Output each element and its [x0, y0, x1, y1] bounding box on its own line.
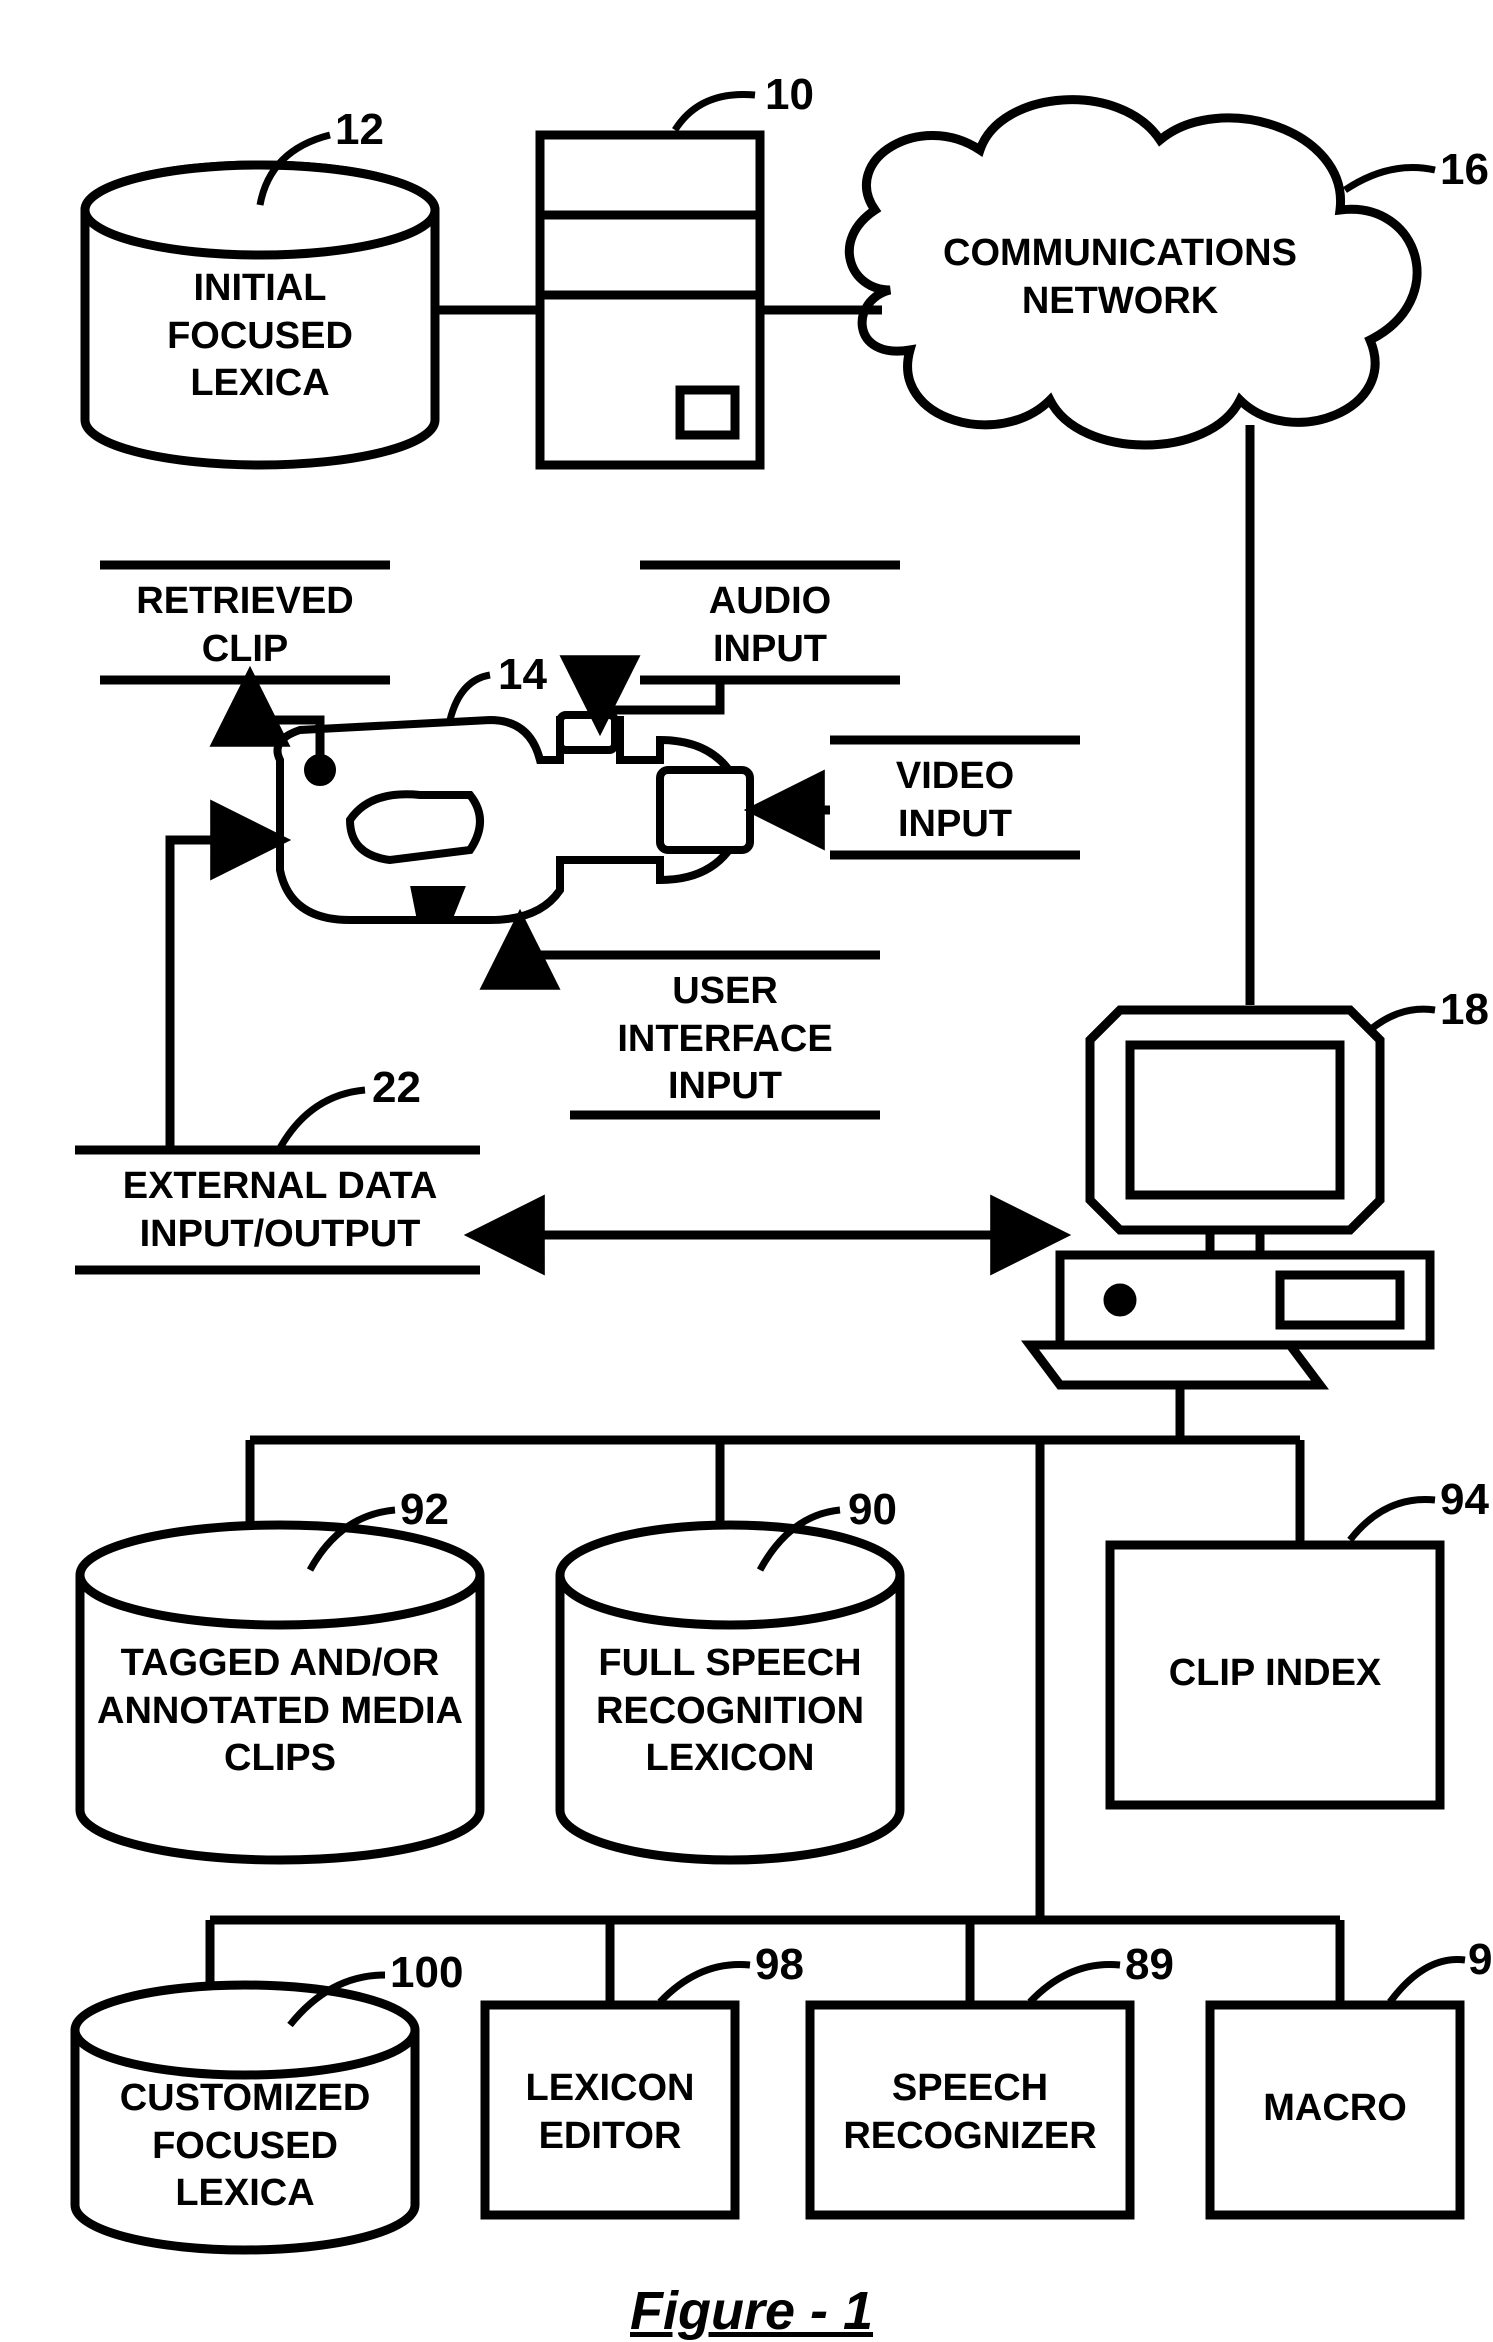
ref-98: 98 — [755, 1940, 804, 1990]
ref-18: 18 — [1440, 985, 1489, 1035]
extio-label: EXTERNAL DATAINPUT/OUTPUT — [80, 1163, 480, 1258]
initial-lexica-label: INITIALFOCUSEDLEXICA — [125, 265, 395, 408]
ref-96: 96 — [1468, 1935, 1493, 1985]
server-icon — [540, 135, 760, 465]
ref-14: 14 — [498, 650, 547, 700]
diagram-canvas: INITIALFOCUSEDLEXICA 12 10 COMMUNICATION… — [20, 20, 1493, 2321]
db100-label: CUSTOMIZEDFOCUSEDLEXICA — [90, 2075, 400, 2218]
db90-label: FULL SPEECHRECOGNITIONLEXICON — [575, 1640, 885, 1783]
ref-90: 90 — [848, 1485, 897, 1535]
ref-94: 94 — [1440, 1475, 1489, 1525]
ref-16: 16 — [1440, 145, 1489, 195]
lex98-label: LEXICONEDITOR — [495, 2065, 725, 2160]
ref-10: 10 — [765, 70, 814, 120]
macro96-label: MACRO — [1220, 2085, 1450, 2133]
ref-92: 92 — [400, 1485, 449, 1535]
ref-22: 22 — [372, 1063, 421, 1113]
pc-icon — [1030, 1010, 1430, 1385]
retrieved-clip-label: RETRIEVEDCLIP — [105, 578, 385, 673]
ref-89: 89 — [1125, 1940, 1174, 1990]
ref-100: 100 — [390, 1948, 463, 1998]
ui-input-label: USERINTERFACEINPUT — [575, 968, 875, 1111]
ref-12: 12 — [335, 105, 384, 155]
clip-index-label: CLIP INDEX — [1125, 1650, 1425, 1698]
db92-label: TAGGED AND/ORANNOTATED MEDIACLIPS — [95, 1640, 465, 1783]
camera-icon — [278, 715, 751, 920]
figure-title: Figure - 1 — [630, 2280, 873, 2342]
cloud-label: COMMUNICATIONSNETWORK — [930, 230, 1310, 325]
sr89-label: SPEECHRECOGNIZER — [820, 2065, 1120, 2160]
audio-input-label: AUDIOINPUT — [645, 578, 895, 673]
video-input-label: VIDEOINPUT — [835, 753, 1075, 848]
